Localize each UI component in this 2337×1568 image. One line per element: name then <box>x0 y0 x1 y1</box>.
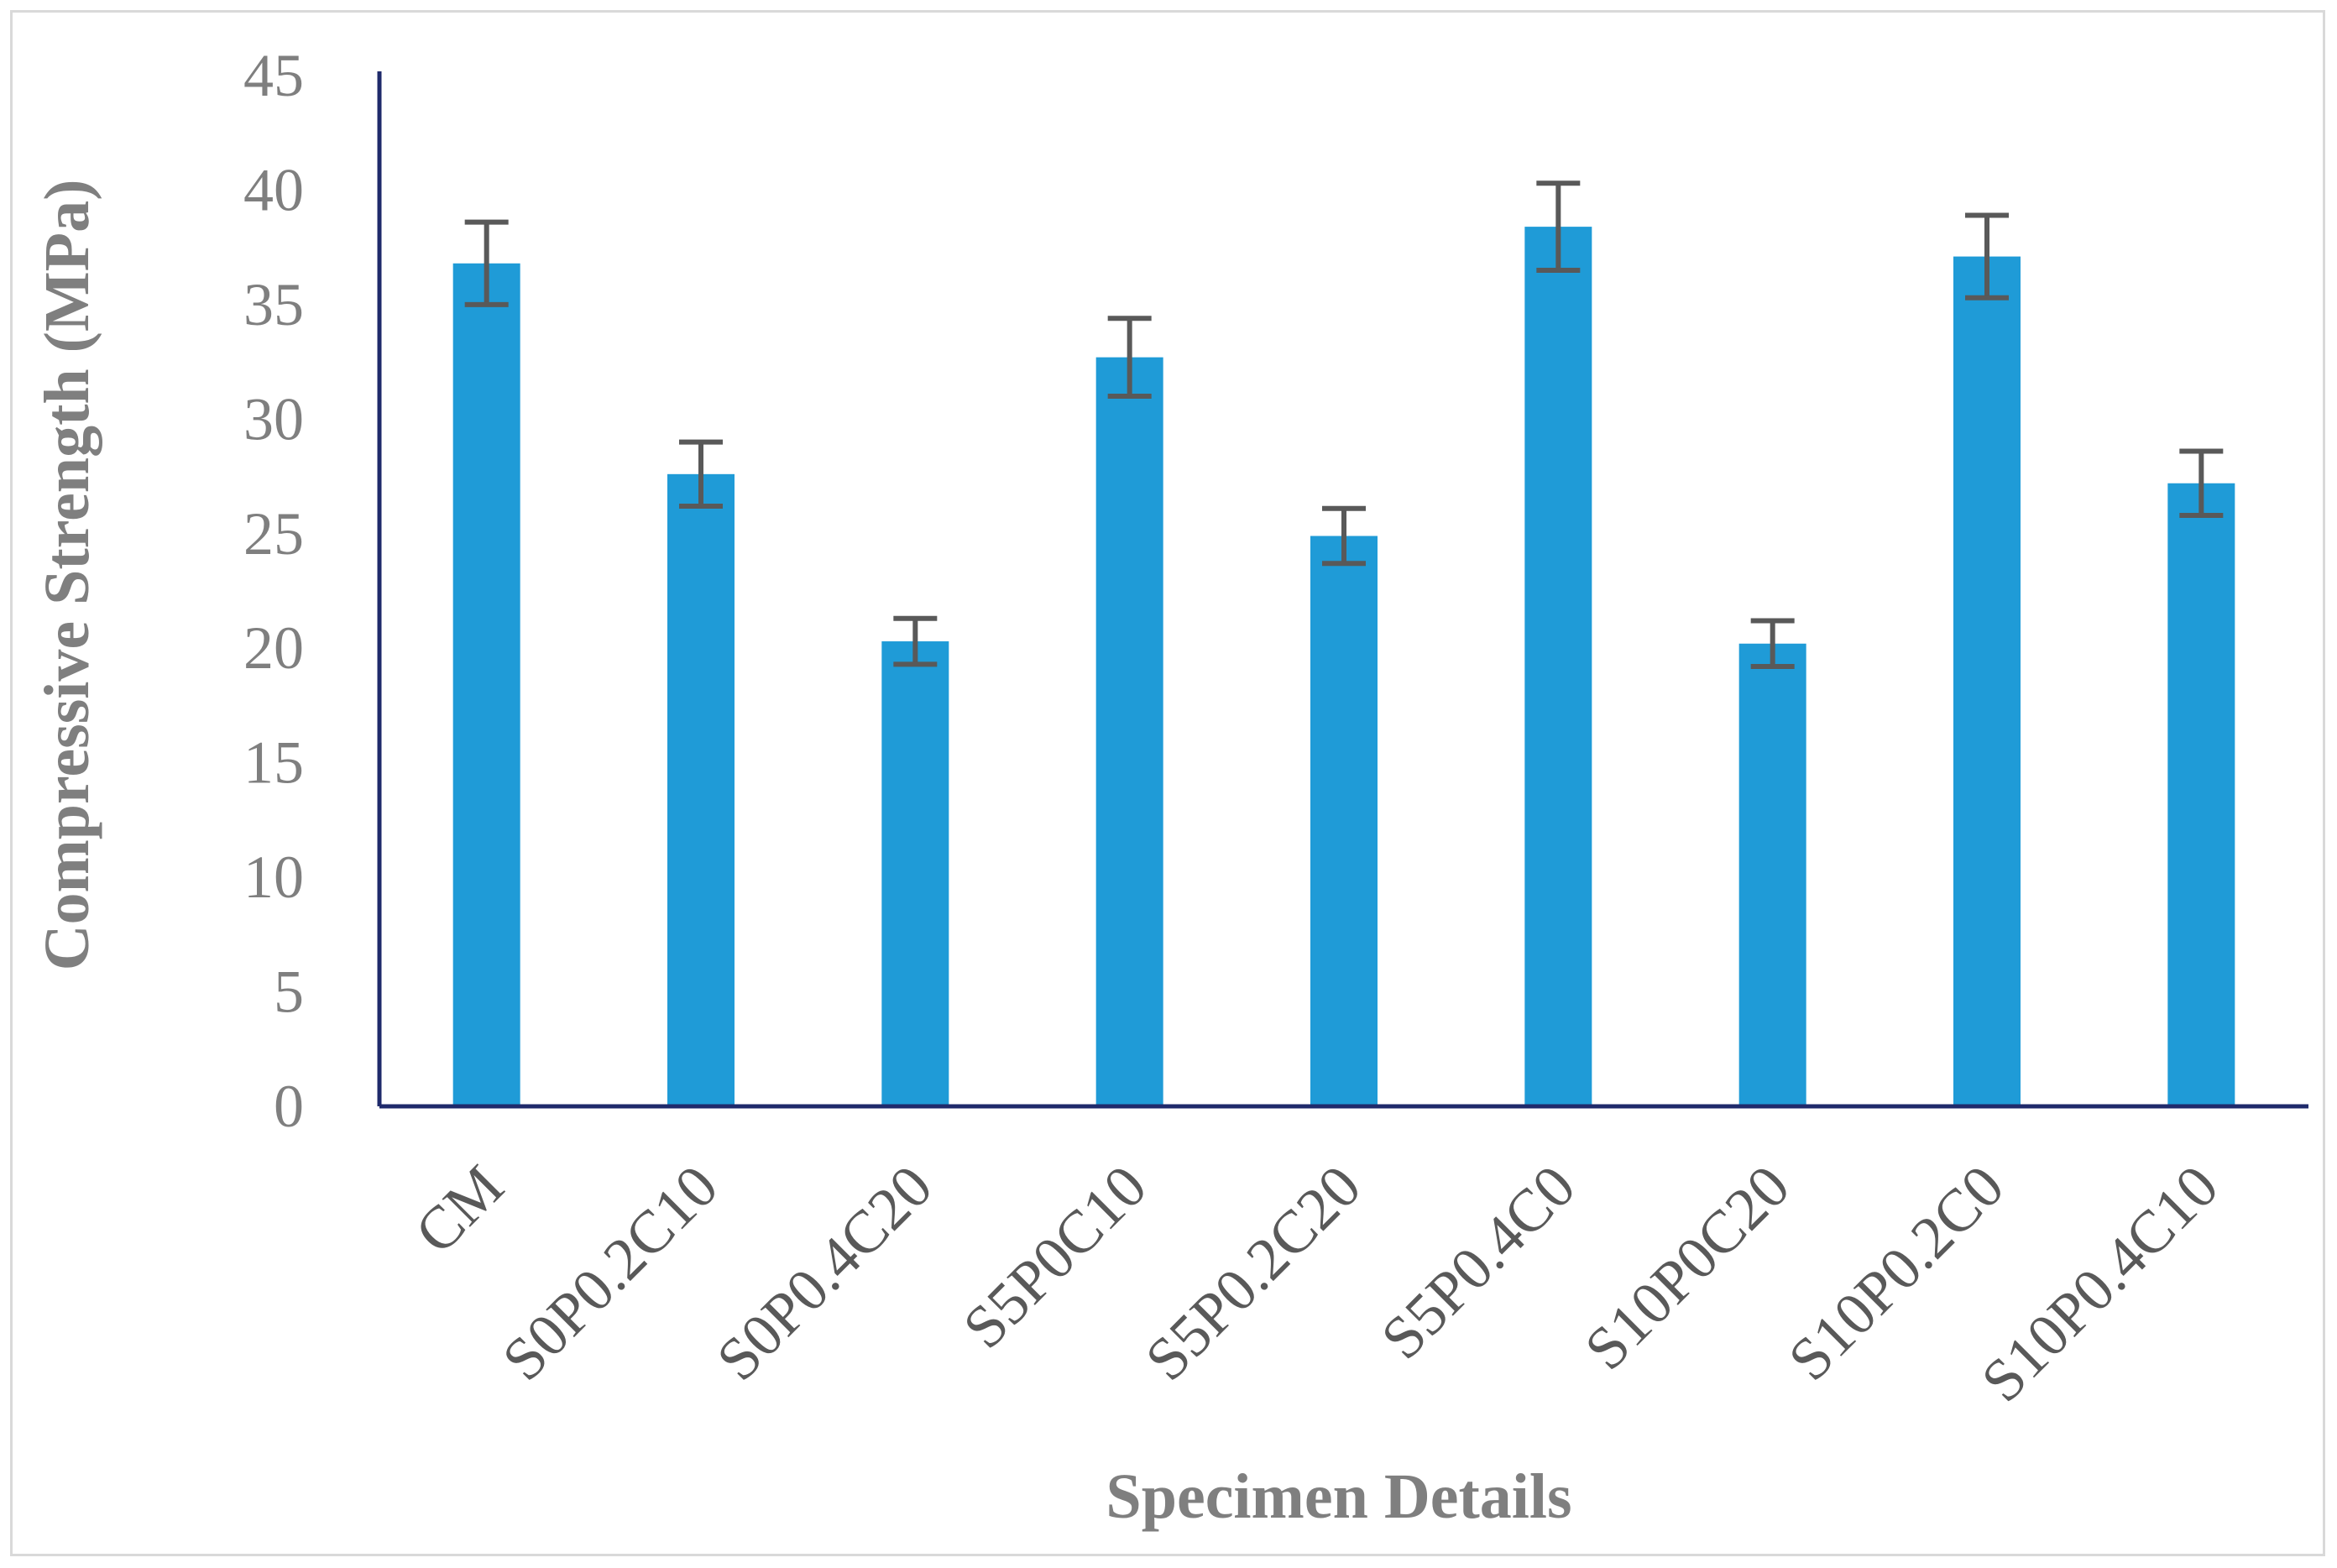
y-tick-label: 25 <box>243 500 304 567</box>
y-axis-title: Compressive Strength (MPa) <box>32 180 102 971</box>
x-tick-label: S0P0.4C20 <box>703 1152 944 1393</box>
bar <box>1524 227 1592 1106</box>
y-tick-label: 30 <box>243 385 304 452</box>
error-bars-layer <box>464 180 2224 670</box>
error-bar <box>893 615 938 667</box>
bar <box>1310 536 1378 1106</box>
x-tick-label: S5P0.4C0 <box>1368 1152 1588 1372</box>
bar <box>1953 256 2021 1106</box>
bar <box>2167 483 2235 1106</box>
x-tick-label: S0P0.2C10 <box>489 1152 730 1393</box>
error-bar <box>2179 448 2224 518</box>
y-tick-label: 40 <box>243 156 304 223</box>
error-bar <box>1750 618 1795 670</box>
y-tick-label: 15 <box>243 729 304 797</box>
y-tick-label: 5 <box>274 959 304 1026</box>
error-bar <box>1536 180 1581 273</box>
error-bar <box>464 219 509 307</box>
y-tick-label: 45 <box>243 42 304 109</box>
y-tick-labels: 0 5 10 15 20 25 30 35 40 45 <box>243 42 304 1140</box>
error-bar <box>1107 316 1152 400</box>
bar <box>881 641 949 1106</box>
error-bar <box>679 439 723 510</box>
x-tick-label: CM <box>402 1152 516 1267</box>
x-tick-label: S10P0C20 <box>1572 1152 1802 1382</box>
bar <box>667 473 735 1106</box>
error-bar <box>1322 505 1366 567</box>
x-tick-label: S5P0C10 <box>950 1152 1159 1362</box>
bar <box>1738 643 1806 1106</box>
y-tick-label: 35 <box>243 271 304 338</box>
y-tick-label: 20 <box>243 614 304 682</box>
y-tick-label: 0 <box>274 1073 304 1140</box>
bar <box>1095 357 1163 1106</box>
x-axis-title: Specimen Details <box>1106 1461 1571 1532</box>
chart-frame <box>10 10 2325 1556</box>
bars-layer <box>452 227 2235 1106</box>
y-tick-label: 10 <box>243 844 304 911</box>
bar <box>452 263 520 1106</box>
error-bar <box>1965 212 2009 301</box>
x-tick-label: S5P0.2C20 <box>1132 1152 1373 1393</box>
